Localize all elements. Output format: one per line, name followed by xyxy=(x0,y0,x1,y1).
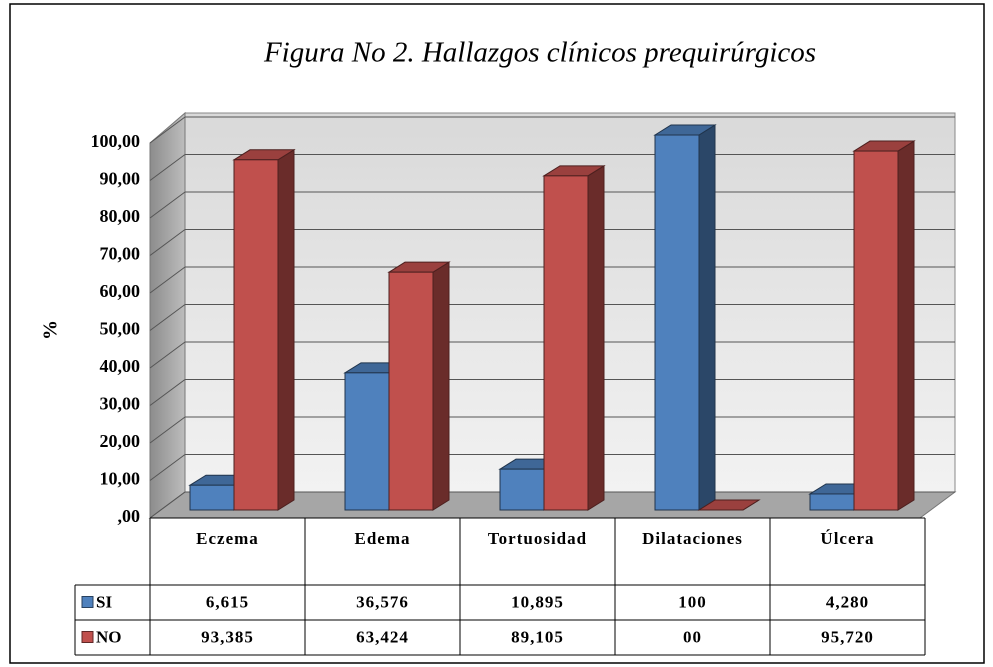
data-label: 100 xyxy=(678,592,707,611)
data-label: 10,895 xyxy=(511,592,564,611)
grid-line xyxy=(149,154,186,181)
bar-top xyxy=(697,499,761,511)
legend-label: SI xyxy=(96,592,112,611)
legend-key xyxy=(81,596,94,608)
bar xyxy=(189,484,235,511)
bar xyxy=(344,372,390,511)
bar xyxy=(388,271,434,511)
bar xyxy=(543,175,589,511)
bar xyxy=(654,134,700,511)
y-tick-label: 10,00 xyxy=(100,469,141,489)
data-label: 36,576 xyxy=(356,592,409,611)
grid-line xyxy=(149,341,186,369)
grid-line xyxy=(149,491,186,519)
y-tick-label: 30,00 xyxy=(100,394,141,414)
chart-title: Figura No 2. Hallazgos clínicos prequirú… xyxy=(263,37,816,69)
x-tick-label: Eczema xyxy=(196,529,259,548)
y-tick-label: ,00 xyxy=(118,506,141,526)
y-tick-label: 60,00 xyxy=(100,281,141,301)
grid-line xyxy=(149,191,186,219)
y-tick-label: 40,00 xyxy=(100,356,141,376)
side-wall xyxy=(149,111,186,519)
x-tick-label: Dilataciones xyxy=(642,529,743,548)
legend-key xyxy=(81,631,94,643)
bar-side xyxy=(587,164,605,511)
grid-line xyxy=(149,266,186,294)
data-label: 4,280 xyxy=(826,592,869,611)
category-cell: Úlcera xyxy=(820,529,875,548)
bar-side xyxy=(277,148,295,511)
bar xyxy=(499,468,545,511)
grid-line xyxy=(149,379,186,406)
bar-side xyxy=(698,124,716,511)
data-label: 89,105 xyxy=(511,627,564,646)
legend-label: NO xyxy=(96,627,122,646)
category-cell: Tortuosidad xyxy=(487,529,588,548)
category-cell: Eczema xyxy=(196,529,259,548)
grid-line xyxy=(149,304,186,331)
y-tick-label: 80,00 xyxy=(100,206,141,226)
grid-line xyxy=(149,116,186,144)
y-axis-label: % xyxy=(40,320,62,340)
grid-line xyxy=(149,229,186,256)
data-label: 6,615 xyxy=(206,592,249,611)
x-tick-label: Edema xyxy=(354,529,411,548)
y-tick-label: 90,00 xyxy=(100,169,141,189)
bar-side xyxy=(897,140,915,511)
y-tick-label: 50,00 xyxy=(100,319,141,339)
category-cell: Edema xyxy=(354,529,411,548)
bar xyxy=(233,159,279,511)
y-tick-label: 70,00 xyxy=(100,244,141,264)
data-label: 93,385 xyxy=(201,627,254,646)
category-cell: Dilataciones xyxy=(642,529,743,548)
bar xyxy=(809,493,855,511)
y-tick-label: 100,00 xyxy=(91,131,141,151)
x-tick-label: Tortuosidad xyxy=(487,529,588,548)
data-label: 95,720 xyxy=(821,627,874,646)
data-label: 63,424 xyxy=(356,627,409,646)
grid-line xyxy=(149,454,186,481)
y-tick-label: 20,00 xyxy=(100,431,141,451)
x-tick-label: Úlcera xyxy=(820,529,875,548)
grid-line xyxy=(149,416,186,444)
bar xyxy=(853,150,899,511)
bar-side xyxy=(432,261,450,511)
data-label: 00 xyxy=(683,627,702,646)
